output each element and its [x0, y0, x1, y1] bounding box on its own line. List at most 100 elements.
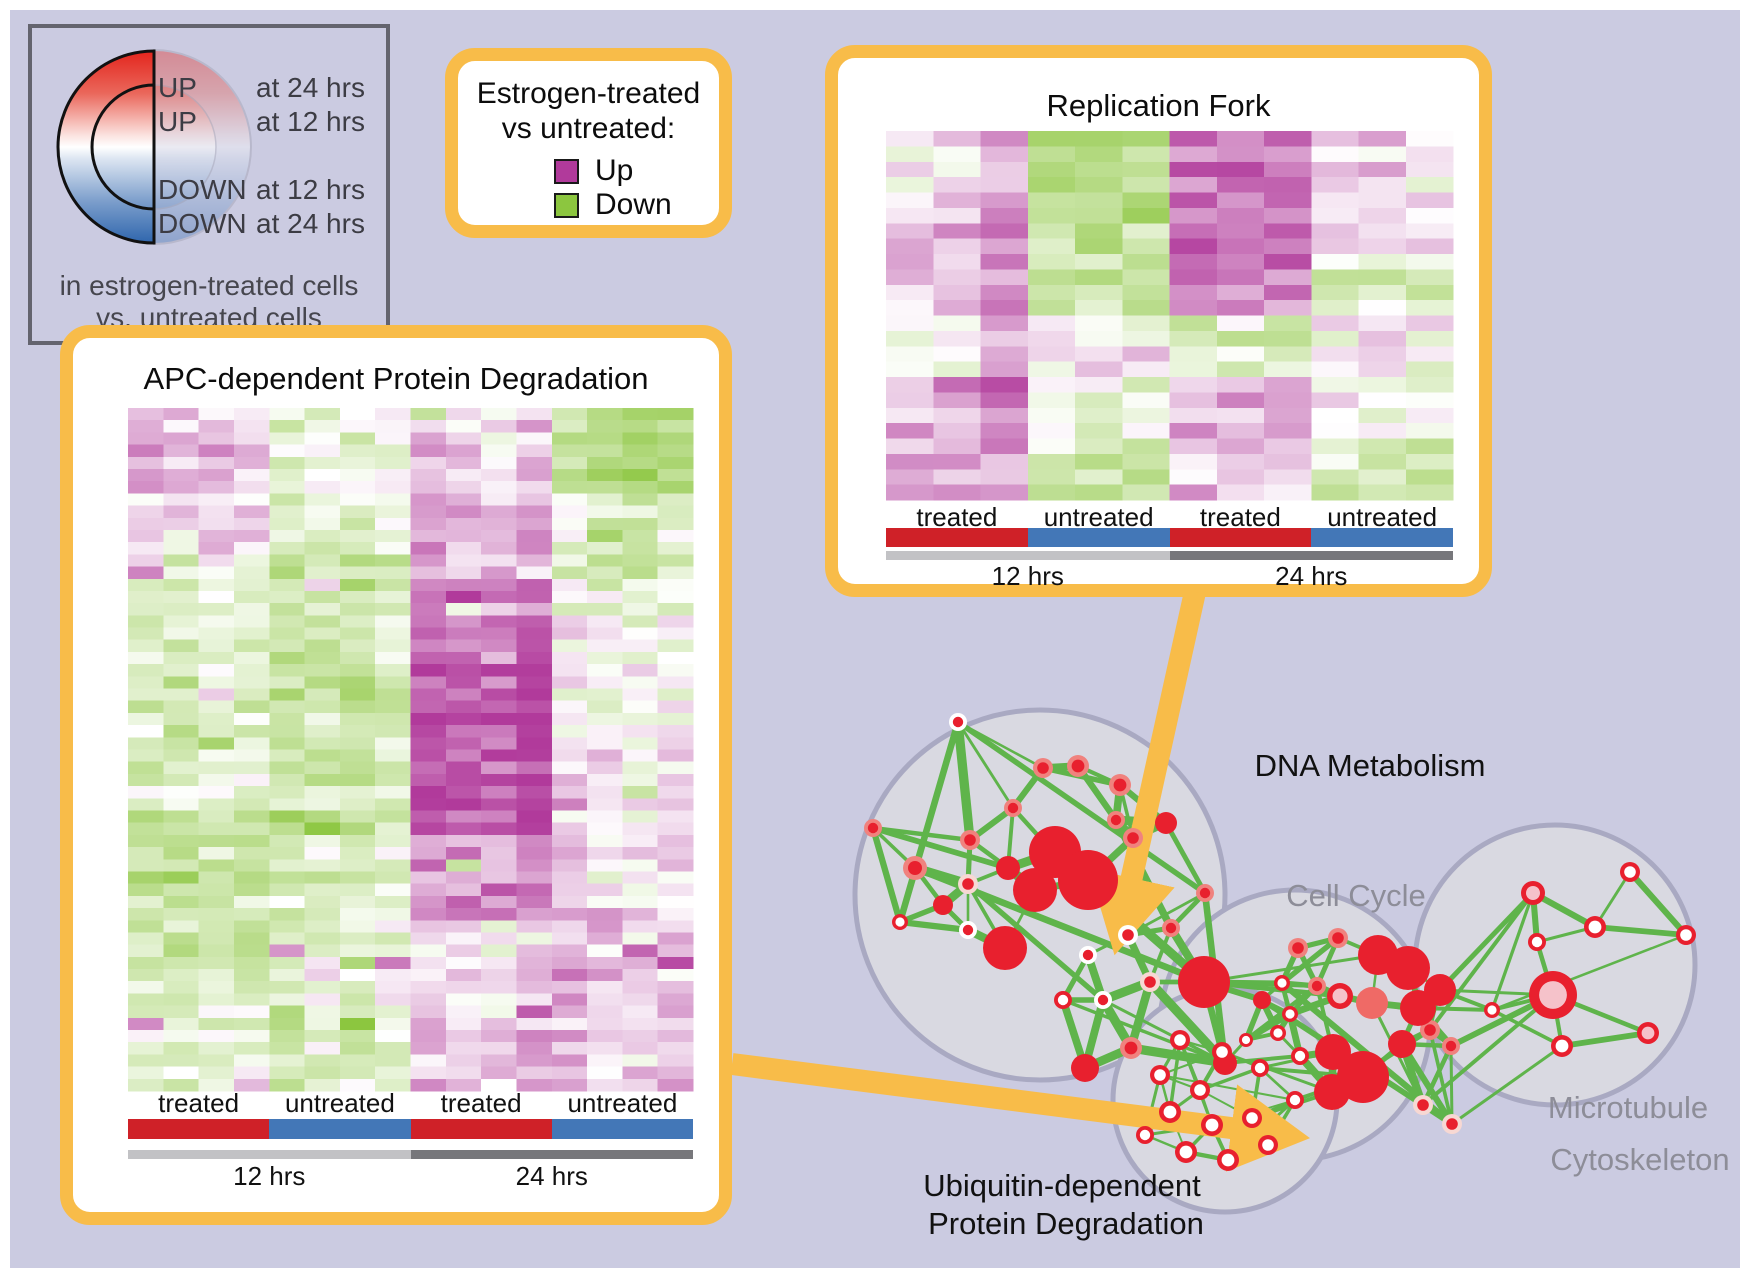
heatmap-apc [128, 408, 694, 1092]
down-label: Down [595, 188, 672, 221]
network-node [1004, 799, 1022, 817]
network-node [1094, 991, 1112, 1009]
network-node [1442, 1037, 1460, 1055]
condition-bar-apc-2 [410, 1119, 552, 1139]
network-node [1217, 1149, 1239, 1171]
group-label-apc-3: untreated [567, 1088, 678, 1118]
cluster-label-cell-cycle: Cell Cycle [1286, 878, 1426, 913]
updown-row1-dir: UP [158, 72, 197, 103]
network-node [1239, 1033, 1253, 1047]
network-node [1282, 1006, 1298, 1022]
updown-row2-time: at 12 hrs [256, 106, 365, 137]
network-node [1013, 868, 1057, 912]
condition-bar-repfork-2 [1169, 528, 1312, 547]
cluster-label-ubiquitin-line1: Ubiquitin-dependent [923, 1168, 1201, 1203]
group-label-apc-0: treated [158, 1088, 240, 1118]
network-node [1484, 1002, 1500, 1018]
time-label-apc-0: 12 hrs [233, 1161, 306, 1191]
network-node [1159, 1101, 1181, 1123]
network-node [1175, 1141, 1197, 1163]
group-label-repfork-0: treated [916, 502, 998, 532]
network-node [1120, 1037, 1142, 1059]
network-node [1123, 828, 1143, 848]
network-node [1242, 1108, 1262, 1128]
network-node [1400, 990, 1436, 1026]
panel-title-apc: APC-dependent Protein Degradation [143, 361, 649, 396]
network-node [1162, 919, 1180, 937]
updown-row3-dir: DOWN [158, 174, 247, 205]
network-node [1521, 881, 1545, 905]
cluster-label-microtubule-line1: Microtubule [1547, 1090, 1709, 1125]
heatmap-repfork [886, 131, 1454, 501]
cluster-circle-microtubule [1412, 822, 1698, 1108]
network-node [1155, 812, 1177, 834]
network-node [1420, 1020, 1440, 1040]
condition-bar-apc-0 [128, 1119, 270, 1139]
network-node [1140, 972, 1160, 992]
network-node [1170, 1030, 1190, 1050]
down-color-swatch [554, 192, 579, 218]
network-node [1071, 1054, 1099, 1082]
updown-caption-line1: in estrogen-treated cells [59, 270, 359, 301]
network-node [1676, 925, 1696, 945]
network-node [1251, 1059, 1269, 1077]
condition-bar-repfork-0 [886, 528, 1028, 547]
network-node [1442, 1114, 1462, 1134]
network-node [1388, 1030, 1416, 1058]
network-node [1620, 862, 1640, 882]
panel-apc-heatmap: APC-dependent Protein Degradation treated… [60, 325, 732, 1225]
network-node [1054, 991, 1072, 1009]
network-node [1109, 774, 1131, 796]
up-label: Up [595, 154, 634, 187]
network-node [1584, 916, 1606, 938]
group-label-repfork-1: untreated [1043, 502, 1154, 532]
time-label-repfork-0: 12 hrs [991, 561, 1064, 591]
network-node [1067, 755, 1089, 777]
network-node [1201, 1114, 1223, 1136]
cluster-label-ubiquitin-line2: Protein Degradation [928, 1206, 1204, 1241]
color-key-title-line1: Estrogen-treated [476, 77, 701, 110]
group-label-apc-1: untreated [284, 1088, 395, 1118]
network-node [996, 856, 1020, 880]
cluster-label-microtubule-line2: Cytoskeleton [1550, 1142, 1730, 1177]
inner-ring-right-faded [153, 84, 217, 210]
network-node [1308, 977, 1326, 995]
network-node [1637, 1022, 1659, 1044]
time-label-apc-1: 24 hrs [515, 1161, 588, 1191]
condition-bar-apc-3 [551, 1119, 693, 1139]
network-node [1413, 1095, 1433, 1115]
network-node [1150, 1065, 1170, 1085]
network-node [1551, 1035, 1573, 1057]
network-node [1327, 983, 1353, 1009]
updown-legend-box: UP at 24 hrs UP at 12 hrs DOWN at 12 hrs… [28, 24, 390, 345]
network-node [959, 921, 977, 939]
updown-row4-dir: DOWN [158, 208, 247, 239]
network-node [1286, 1091, 1304, 1109]
network-node [1253, 991, 1271, 1009]
network-node [1190, 1080, 1210, 1100]
updown-row2-dir: UP [158, 106, 197, 137]
condition-bar-repfork-1 [1027, 528, 1170, 547]
inner-ring-left [90, 83, 156, 211]
group-label-apc-2: treated [440, 1088, 522, 1118]
time-label-repfork-1: 24 hrs [1275, 561, 1348, 591]
network-node [1291, 1047, 1309, 1065]
time-bar-apc-1 [410, 1150, 693, 1159]
condition-bar-repfork-3 [1311, 528, 1453, 547]
network-node [1033, 758, 1053, 778]
network-node [933, 895, 953, 915]
color-key-title-line2: vs untreated: [501, 112, 676, 145]
network-node [1079, 946, 1097, 964]
updown-row1-time: at 24 hrs [256, 72, 365, 103]
network-node [1356, 987, 1388, 1019]
time-bar-repfork-1 [1169, 551, 1453, 560]
network-node [1196, 884, 1214, 902]
condition-bar-apc-1 [269, 1119, 411, 1139]
network-node [958, 874, 978, 894]
network-node [1386, 946, 1430, 990]
up-color-swatch [554, 158, 579, 184]
network-node [1058, 850, 1118, 910]
network-node [1328, 928, 1348, 948]
network-node [1270, 1025, 1286, 1041]
